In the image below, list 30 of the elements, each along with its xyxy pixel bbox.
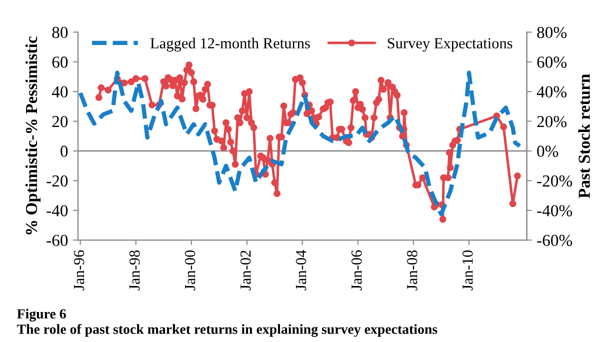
text: The role of past stock market returns in explaining survey expectations [17,324,438,337]
x-tick-label: Jan-10 [462,250,473,290]
y-tick-label: 20 [52,116,68,128]
y-tick-label: -60 [46,234,68,246]
y2-tick-label: -40% [537,205,572,216]
y2-tick-label: 20% [537,116,567,128]
y-tick-label: 40 [52,86,68,98]
y2-tick-label: -60% [537,234,572,246]
legend-label: Survey Expectations [388,38,512,52]
y-tick-label: 0 [60,146,68,157]
x-tick-label: Jan-06 [351,250,362,290]
x-tick-label: Jan-98 [129,250,140,290]
y2-tick-label: 80% [537,26,567,38]
y2-axis-title: Past Stock return [578,74,590,198]
caption: Figure 6 [17,308,66,322]
y-tick-label: -20 [46,175,68,187]
y2-tick-label: -20% [537,175,572,187]
y-axis-title: % Optimistic-% Pessimistic [25,36,41,234]
y2-tick-label: 0% [537,146,558,157]
x-tick-label: Jan-96 [74,250,84,290]
y-tick-label: -40 [46,205,68,216]
y2-tick-label: 60% [537,56,567,68]
x-tick-label: Jan-00 [184,250,196,290]
x-tick-label: Jan-04 [296,250,306,290]
x-tick-label: Jan-02 [240,250,251,290]
y-tick-label: 80 [52,26,68,38]
legend-label: Lagged 12-month Returns [150,38,310,52]
y-tick-label: 60 [52,56,68,68]
x-tick-label: Jan-08 [406,250,418,290]
y2-tick-label: 40% [536,86,567,98]
